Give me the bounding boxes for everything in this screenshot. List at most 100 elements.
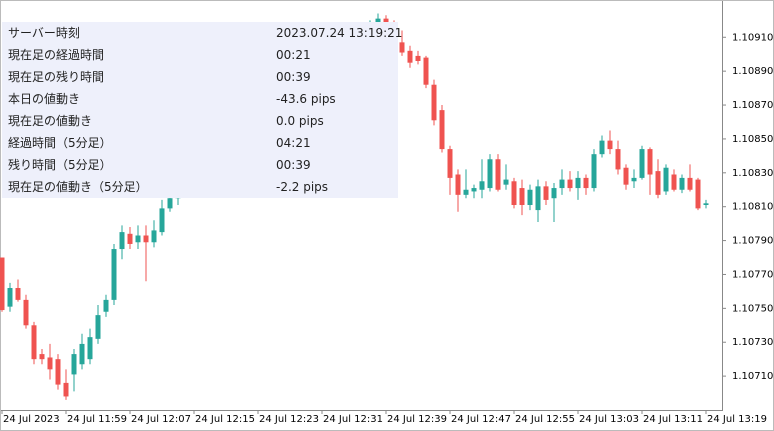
candle-body <box>559 179 565 189</box>
candle-body <box>671 174 677 190</box>
info-label: 現在足の値動き（5分足） <box>8 180 148 194</box>
info-label: 経過時間（5分足） <box>8 136 112 150</box>
candle-body <box>55 359 61 385</box>
candle-body <box>23 299 29 326</box>
candle-body <box>87 337 93 360</box>
candle-body <box>503 179 509 185</box>
candle-body <box>439 110 445 150</box>
candle-body <box>431 84 437 121</box>
y-tick-label: 1.10730 <box>732 337 773 348</box>
x-tick-label: 24 Jul 13:11 <box>643 414 703 425</box>
candle-body <box>463 189 469 195</box>
info-label: サーバー時刻 <box>8 26 80 40</box>
candle-body <box>79 343 85 365</box>
candle-body <box>63 382 69 397</box>
info-value: -43.6 pips <box>276 92 336 106</box>
info-row: サーバー時刻 2023.07.24 13:19:21 <box>2 22 402 44</box>
candle-body <box>415 55 421 61</box>
y-tick-label: 1.10750 <box>732 303 773 314</box>
info-label: 現在足の経過時間 <box>8 48 105 62</box>
info-value: 00:39 <box>276 158 311 172</box>
x-tick-label: 24 Jul 13:19 <box>707 414 767 425</box>
candle-body <box>519 188 525 205</box>
x-tick-label: 24 Jul 2023 <box>3 414 60 425</box>
info-row: 本日の値動き -43.6 pips <box>2 88 398 110</box>
candle-body <box>575 177 581 189</box>
info-value: 04:21 <box>276 136 311 150</box>
candle-body <box>623 167 629 185</box>
candle-body <box>127 233 133 244</box>
candle-body <box>583 177 589 189</box>
candle-body <box>607 140 613 150</box>
info-panel: サーバー時刻 2023.07.24 13:19:21 現在足の経過時間 00:21 現在… <box>2 22 402 198</box>
candle-body <box>399 42 405 53</box>
candle-body <box>535 186 541 211</box>
candle-body <box>551 188 557 199</box>
candle-body <box>7 288 13 307</box>
info-row: 現在足の値動き 0.0 pips <box>2 110 398 132</box>
candle-body <box>95 315 101 339</box>
candle-body <box>103 299 109 312</box>
x-tick-label: 24 Jul 12:31 <box>323 414 383 425</box>
y-tick-label: 1.10890 <box>732 66 773 77</box>
candle-body <box>631 177 637 182</box>
y-tick-label: 1.10910 <box>732 32 773 43</box>
candle-body <box>695 179 701 209</box>
candle-body <box>679 177 685 190</box>
candle-body <box>119 232 125 250</box>
y-tick-label: 1.10810 <box>732 202 773 213</box>
x-tick-label: 24 Jul 12:15 <box>195 414 255 425</box>
candle-body <box>639 149 645 178</box>
candle-body <box>111 249 117 300</box>
candle-body <box>527 189 533 205</box>
y-tick-label: 1.10830 <box>732 168 773 179</box>
y-tick-label: 1.10850 <box>732 134 773 145</box>
candle-body <box>71 354 77 375</box>
candle-body <box>615 149 621 170</box>
candle-body <box>703 203 709 205</box>
candle-body <box>31 325 37 360</box>
candle-body <box>151 230 157 243</box>
candle-body <box>47 357 53 370</box>
candle-body <box>599 140 605 155</box>
x-tick-label: 24 Jul 12:23 <box>259 414 319 425</box>
info-row: 残り時間（5分足） 00:39 <box>2 154 398 176</box>
info-value: -2.2 pips <box>276 180 329 194</box>
info-label: 残り時間（5分足） <box>8 158 112 172</box>
candle-body <box>591 154 597 189</box>
candle-body <box>511 181 517 205</box>
candle-body <box>479 181 485 190</box>
info-value: 00:39 <box>276 70 311 84</box>
candle-body <box>15 288 21 300</box>
info-value: 0.0 pips <box>276 114 324 128</box>
candle-body <box>39 354 45 360</box>
x-tick-label: 24 Jul 12:07 <box>131 414 191 425</box>
info-row: 経過時間（5分足） 04:21 <box>2 132 398 154</box>
x-tick-label: 24 Jul 12:39 <box>387 414 447 425</box>
candle-body <box>455 174 461 195</box>
y-tick-label: 1.10870 <box>732 100 773 111</box>
x-tick-label: 24 Jul 12:55 <box>515 414 575 425</box>
x-tick-label: 24 Jul 11:59 <box>67 414 127 425</box>
x-tick-label: 24 Jul 13:03 <box>579 414 639 425</box>
y-tick-label: 1.10710 <box>732 371 773 382</box>
x-tick-label: 24 Jul 12:47 <box>451 414 511 425</box>
candle-body <box>567 179 573 189</box>
info-label: 本日の値動き <box>8 92 81 106</box>
candle-body <box>543 186 549 200</box>
candle-body <box>487 159 493 189</box>
info-row: 現在足の経過時間 00:21 <box>2 44 398 66</box>
candle-body <box>687 177 693 190</box>
info-value: 2023.07.24 13:19:21 <box>276 26 403 40</box>
candle-body <box>495 159 501 190</box>
info-value: 00:21 <box>276 48 311 62</box>
info-label: 現在足の残り時間 <box>8 70 105 84</box>
info-row: 現在足の残り時間 00:39 <box>2 66 398 88</box>
candle-body <box>167 198 173 209</box>
candle-body <box>407 50 413 63</box>
candle-body <box>135 235 141 243</box>
candle-body <box>471 188 477 192</box>
y-tick-label: 1.10770 <box>732 269 773 280</box>
candle-body <box>647 149 653 175</box>
candle-body <box>447 149 453 178</box>
